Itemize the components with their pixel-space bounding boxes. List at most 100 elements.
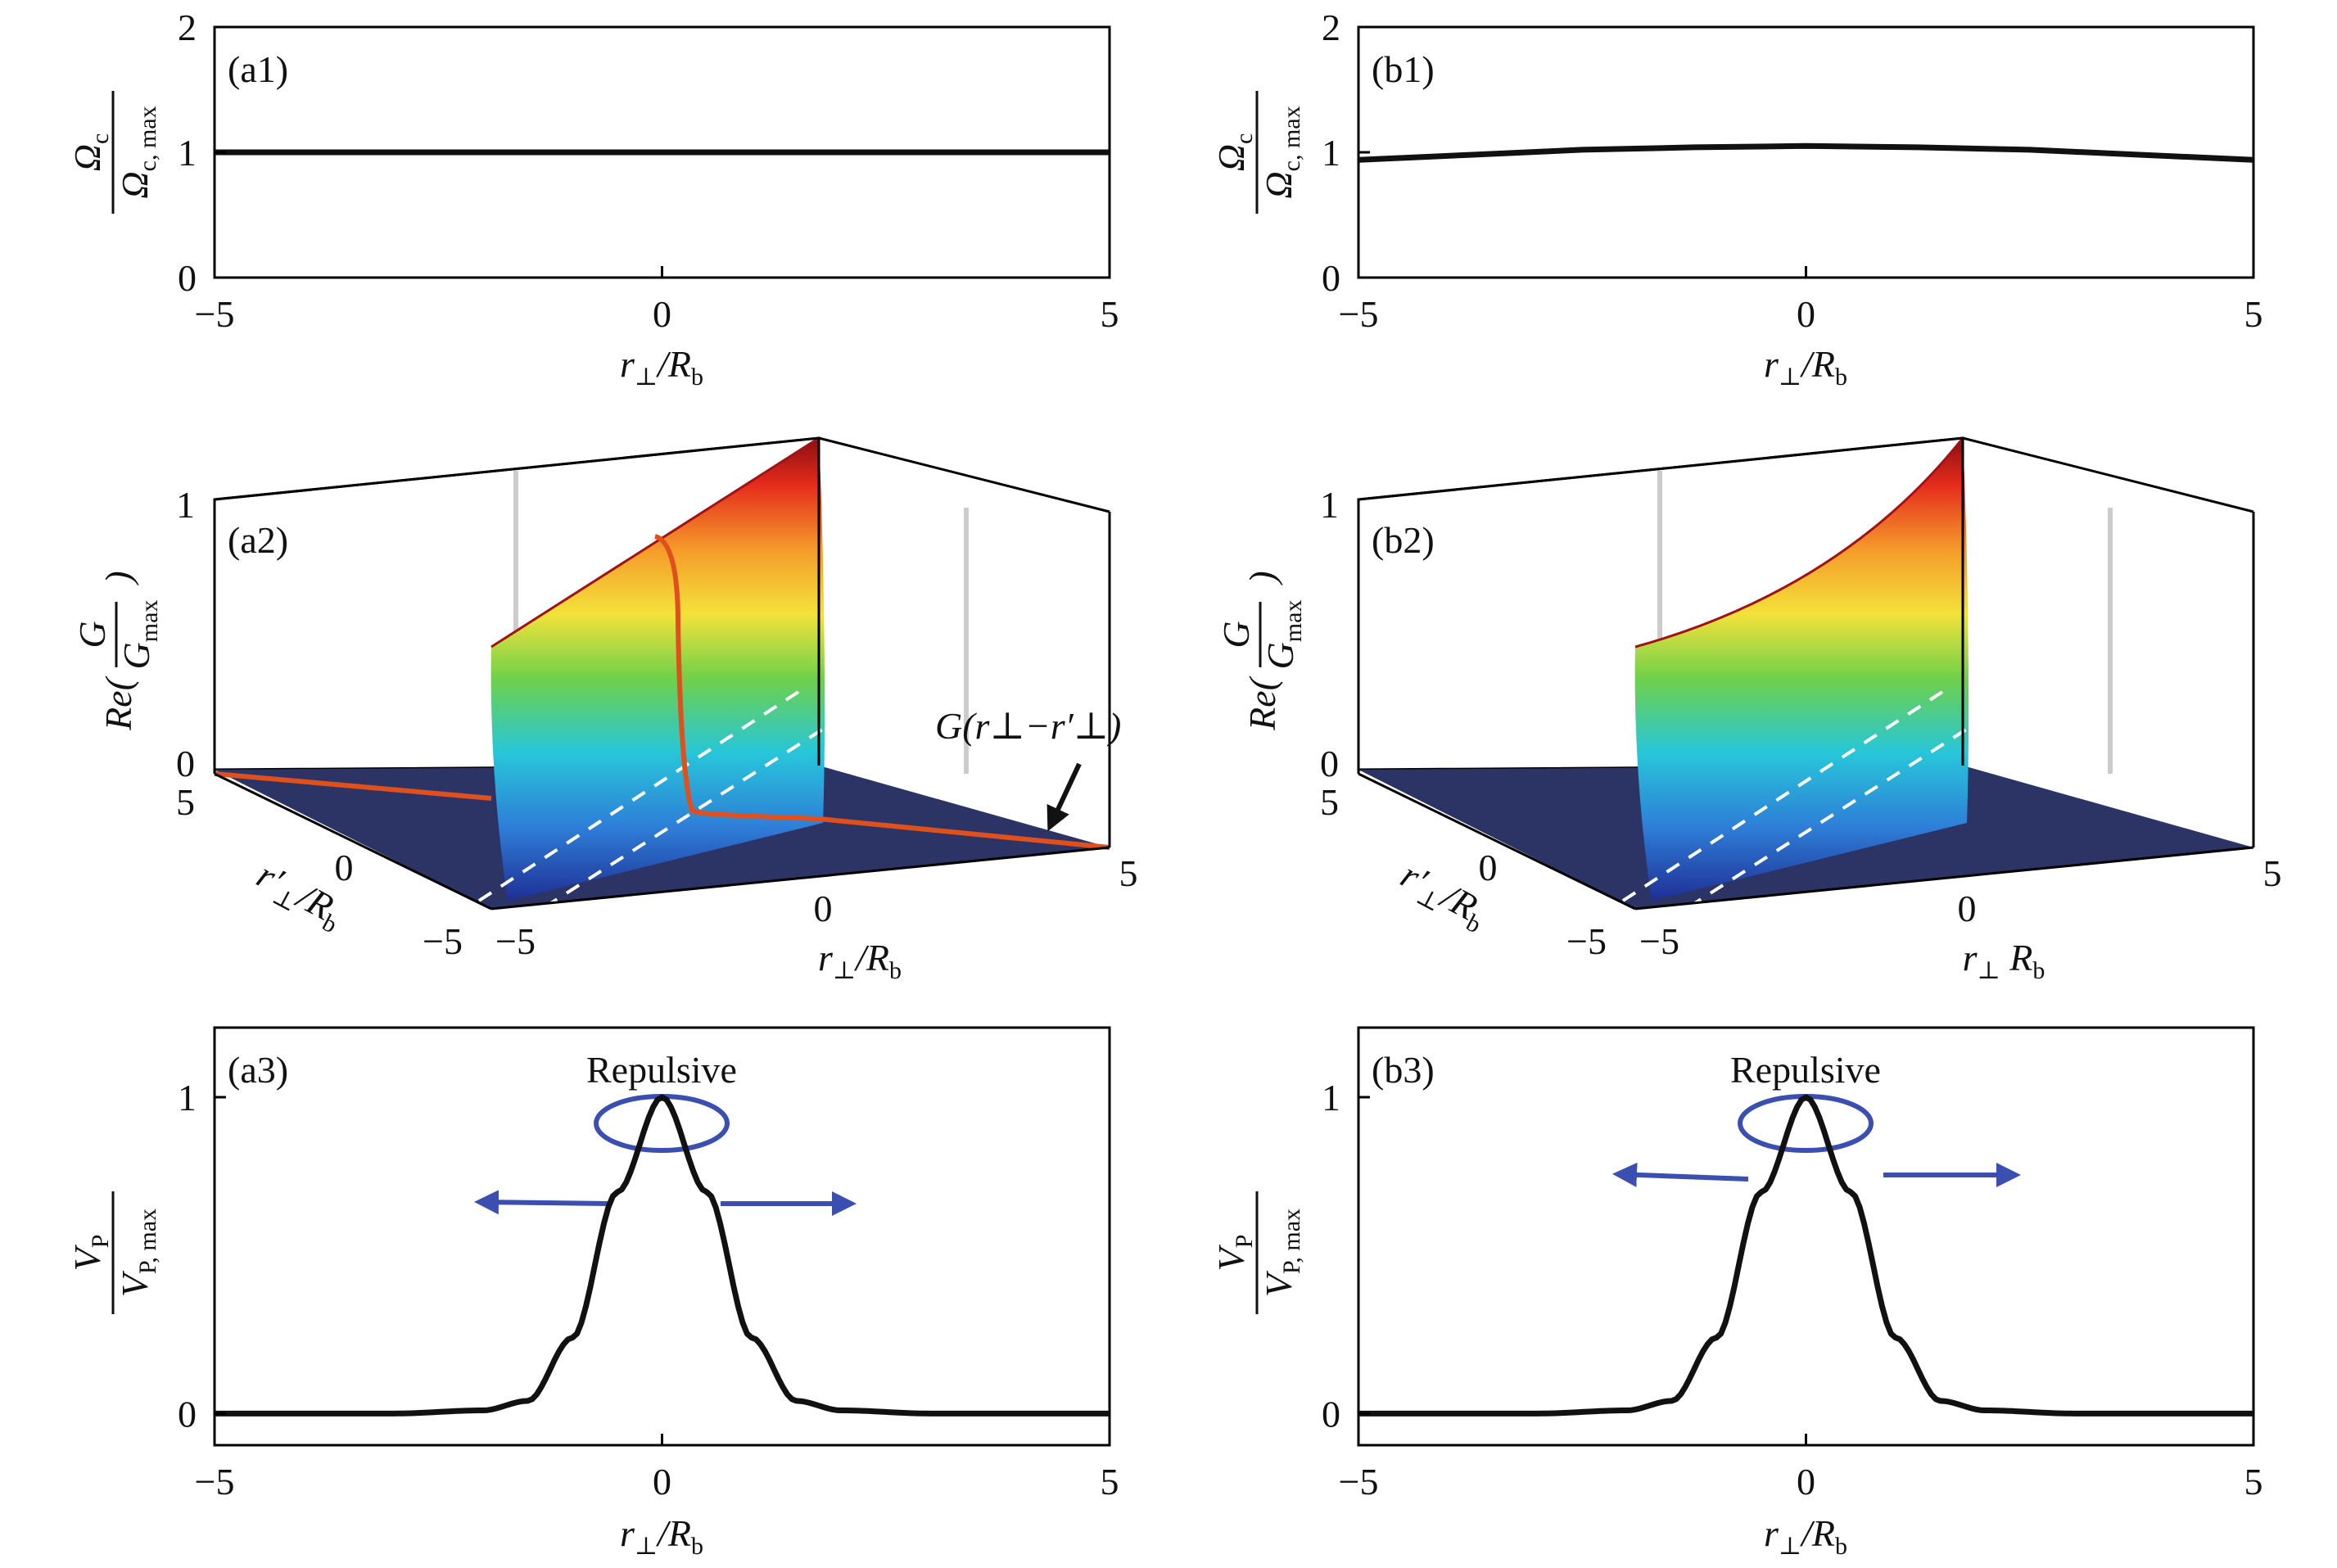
axis-ticks: −5 0 5 0 1	[178, 1077, 1119, 1502]
x-tick-label: 5	[1101, 1461, 1119, 1502]
dashed-line	[477, 690, 800, 902]
y-tick-label: 5	[176, 781, 195, 823]
x-tick-label: 5	[2263, 852, 2282, 894]
panel-b3: (b3) Repulsive −5 0 5 0 1 r⊥/Rb VP VP, max	[1210, 1026, 2263, 1560]
svg-text:G: G	[71, 621, 113, 648]
y-tick-label: 2	[178, 7, 197, 48]
frame-edge	[1358, 772, 1636, 911]
svg-text:Ωc: Ωc	[1210, 133, 1258, 172]
panel-label-b1: (b1)	[1372, 48, 1435, 90]
repulsive-label: Repulsive	[586, 1049, 737, 1091]
svg-text:VP: VP	[66, 1235, 114, 1272]
y-tick-label: 0	[178, 257, 197, 299]
x-axis-label: r⊥/Rb	[1764, 343, 1847, 391]
ridge-surface	[1634, 438, 1969, 901]
frame-edge	[214, 772, 492, 911]
svg-text:Re(: Re(	[1241, 676, 1283, 731]
y-axis-label: Ωc Ωc, max	[66, 91, 161, 214]
y-axis-label: Ωc Ωc, max	[1210, 91, 1305, 214]
x-tick-label: 0	[1797, 1461, 1815, 1502]
x-axis-label: r⊥ Rb	[1963, 937, 2045, 984]
panel-label-a1: (a1)	[228, 48, 288, 90]
ridge-surface	[490, 438, 825, 901]
y-tick-label: 1	[178, 132, 197, 174]
maximum-highlight	[594, 1094, 730, 1153]
series-line	[1358, 1094, 2253, 1417]
svg-text:VP: VP	[1210, 1235, 1258, 1272]
green-function-label: G(r⊥−r′⊥)	[935, 705, 1121, 747]
z-tick-label: 1	[1320, 484, 1339, 526]
y-tick-label: 0	[1479, 847, 1498, 888]
y-tick-label: 1	[178, 1077, 197, 1118]
x-tick-label: 5	[2244, 293, 2263, 335]
svg-text:): )	[97, 571, 139, 585]
svg-text:Ωc, max: Ωc, max	[1258, 106, 1305, 198]
left-arrow-icon	[474, 1190, 611, 1215]
y-tick-label: 0	[1322, 1393, 1340, 1435]
panel-b2: (b2) 1 0 5 0 −5 −5 0 5 r⊥ Rb r′⊥/Rb Re( …	[1215, 436, 2282, 984]
x-tick-label: 5	[2244, 1461, 2263, 1502]
frame-edge	[1634, 846, 2254, 911]
svg-text:G: G	[1215, 621, 1257, 648]
z-axis-label: Re( G Gmax )	[71, 571, 163, 731]
svg-text:Ωc, max: Ωc, max	[114, 106, 161, 198]
x-tick-label: 0	[1797, 293, 1815, 335]
y-tick-label: 0	[335, 847, 354, 888]
x-axis-label: r⊥/Rb	[1764, 1512, 1847, 1560]
y-tick-label: 0	[1322, 257, 1340, 299]
z-tick-label: 0	[1320, 743, 1339, 784]
z-axis-label: Re( G Gmax )	[1215, 571, 1307, 731]
x-axis-label: r⊥/Rb	[818, 937, 902, 984]
y-tick-label: 2	[1322, 7, 1340, 48]
svg-text:VP, max: VP, max	[1258, 1209, 1305, 1297]
x-tick-label: −5	[495, 920, 536, 962]
svg-text:Ωc: Ωc	[66, 133, 114, 172]
maximum-highlight	[1738, 1094, 1874, 1153]
series-line	[1358, 142, 2254, 163]
y-tick-label: 1	[1322, 132, 1340, 174]
ridge-top	[1634, 437, 1964, 648]
svg-text:Gmax: Gmax	[115, 600, 163, 670]
x-tick-label: −5	[195, 293, 235, 335]
y-axis-label: VP VP, max	[66, 1191, 161, 1314]
x-tick-label: 0	[653, 293, 671, 335]
z-tick-label: 0	[176, 743, 195, 784]
x-axis-label: r⊥/Rb	[620, 343, 703, 391]
frame-edge	[1962, 436, 2254, 513]
x-tick-label: 0	[1958, 888, 1977, 929]
x-tick-label: −5	[1639, 920, 1679, 962]
repulsive-label: Repulsive	[1730, 1049, 1881, 1091]
panel-label-a2: (a2)	[228, 519, 288, 561]
panel-label-b2: (b2)	[1372, 519, 1435, 561]
svg-text:Re(: Re(	[97, 676, 139, 731]
y-tick-label: 0	[178, 1393, 197, 1435]
x-tick-label: −5	[1339, 293, 1379, 335]
panel-label-b3: (b3)	[1372, 1049, 1435, 1091]
svg-text:Gmax: Gmax	[1259, 600, 1307, 670]
x-axis-label: r⊥/Rb	[620, 1512, 703, 1560]
y-tick-label: −5	[423, 920, 463, 962]
y-tick-label: 1	[1322, 1077, 1340, 1118]
dashed-line	[1687, 709, 1997, 909]
y-tick-label: −5	[1566, 920, 1607, 962]
dashed-line	[543, 709, 853, 909]
y-axis-label: VP VP, max	[1210, 1191, 1305, 1314]
arrow-icon	[1046, 762, 1082, 832]
left-arrow-icon	[1612, 1162, 1749, 1187]
orange-line	[214, 534, 1110, 850]
x-tick-label: 5	[1119, 852, 1138, 894]
x-tick-label: 0	[653, 1461, 671, 1502]
frame-edge	[490, 846, 1110, 911]
panel-label-a3: (a3)	[228, 1049, 288, 1091]
z-tick-label: 1	[176, 484, 195, 526]
svg-text:VP, max: VP, max	[114, 1209, 161, 1297]
ridge-top	[490, 436, 820, 648]
y-tick-label: 5	[1320, 781, 1339, 823]
panel-a2: (a2) 1 0 5 0 −5 −5 0 5 r⊥/Rb r′⊥/Rb Re( …	[71, 436, 1138, 984]
x-tick-label: 5	[1101, 293, 1119, 335]
